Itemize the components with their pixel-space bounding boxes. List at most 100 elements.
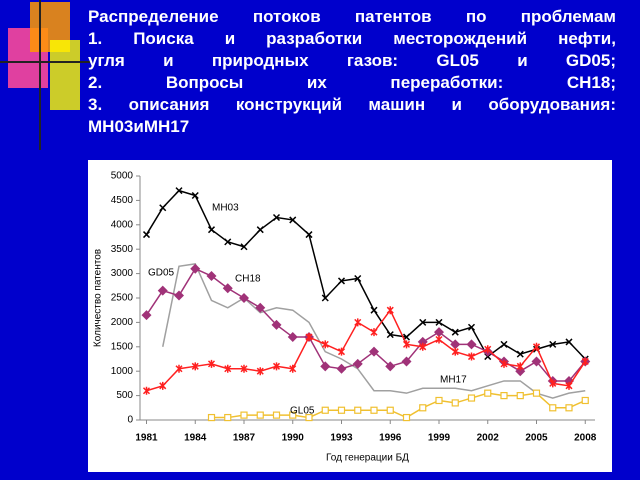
point: [516, 362, 524, 371]
x-tick-label: 2008: [574, 433, 597, 444]
point: [305, 413, 313, 422]
point: [581, 396, 589, 405]
series-line: [145, 267, 586, 382]
title-line: 2. Вопросы их переработки: CH18;: [88, 73, 616, 92]
point: [565, 381, 573, 390]
point: [272, 213, 281, 222]
y-tick-label: 2000: [111, 317, 134, 328]
chart: 0 500 1000 1500 2000 2500 3000 3500 4000 4500 5000…: [88, 160, 612, 472]
y-tick-label: 4500: [111, 195, 134, 206]
point: [239, 293, 249, 303]
title-line: 3. описания конструкций машин и оборудования:: [88, 95, 616, 114]
point: [386, 331, 394, 339]
point: [419, 342, 427, 351]
series-line: [145, 189, 586, 360]
point: [354, 406, 362, 414]
point: [272, 411, 281, 419]
point: [354, 318, 362, 327]
y-tick-label: 1500: [111, 341, 134, 352]
y-tick-label: 4000: [111, 219, 134, 230]
x-tick-label: 1993: [330, 433, 353, 444]
point: [402, 413, 411, 422]
point: [206, 271, 217, 282]
point: [549, 404, 557, 412]
point: [549, 340, 557, 348]
point: [516, 350, 524, 358]
y-tick-label: 500: [116, 390, 133, 401]
point: [500, 340, 508, 348]
point: [336, 363, 347, 374]
point: [467, 323, 476, 331]
x-tick-label: 1984: [184, 433, 207, 444]
point: [419, 318, 427, 326]
series-label: GL05: [290, 406, 315, 417]
y-tick-label: 5000: [111, 171, 134, 182]
y-tick-label: 0: [127, 415, 133, 426]
title-line: 1. Поиска и разработки месторождений нефти,: [88, 29, 616, 48]
y-axis-label: Количество патентов: [93, 249, 104, 347]
point: [467, 394, 476, 402]
point: [321, 294, 329, 302]
point: [500, 392, 508, 400]
point: [369, 346, 379, 357]
x-tick-label: 1996: [379, 433, 402, 444]
point: [240, 411, 248, 419]
point: [305, 231, 313, 239]
point: [289, 411, 297, 419]
point: [256, 367, 264, 376]
point: [516, 392, 524, 400]
series-label: CH18: [235, 274, 261, 285]
point: [256, 411, 264, 419]
point: [435, 396, 443, 405]
point: [434, 327, 444, 338]
point: [256, 226, 264, 234]
series-line: [146, 308, 586, 392]
title-line: Распределение потоков патентов по проблемам: [88, 7, 616, 26]
point: [352, 358, 363, 369]
point: [207, 226, 216, 234]
point: [175, 364, 183, 373]
x-tick-label: 2002: [477, 433, 500, 444]
point: [224, 413, 232, 422]
series-line: [162, 263, 586, 399]
point: [451, 347, 459, 356]
point: [142, 231, 151, 239]
point: [289, 364, 297, 373]
point: [532, 342, 541, 351]
point: [484, 345, 492, 354]
point: [531, 356, 542, 367]
x-tick-label: 1990: [282, 433, 305, 444]
decoration: [0, 0, 90, 150]
point: [451, 328, 459, 336]
title-line: MH03 и MH17: [88, 117, 190, 136]
point: [370, 306, 378, 314]
y-tick-label: 3500: [111, 244, 134, 255]
point: [419, 404, 427, 412]
x-tick-label: 1999: [428, 433, 451, 444]
point: [224, 364, 232, 373]
point: [175, 187, 183, 195]
point: [240, 243, 248, 251]
deco-square: [50, 40, 80, 110]
point: [500, 359, 508, 368]
point: [271, 319, 282, 330]
point: [272, 362, 281, 371]
point: [450, 339, 461, 350]
point: [401, 356, 412, 367]
series-line: [211, 392, 586, 419]
series-label: GD05: [148, 268, 175, 279]
series-label: MH03: [212, 203, 239, 214]
y-tick-label: 2500: [111, 293, 134, 304]
point: [565, 404, 573, 412]
point: [370, 328, 378, 337]
x-tick-label: 2005: [525, 433, 548, 444]
point: [191, 362, 199, 371]
point: [370, 406, 378, 414]
point: [581, 357, 589, 366]
point: [451, 399, 459, 407]
point: [386, 306, 394, 315]
point: [287, 332, 298, 343]
title: Распределение потоков патентов по проблемам 1…: [88, 6, 616, 138]
point: [255, 302, 266, 313]
point: [289, 216, 297, 224]
